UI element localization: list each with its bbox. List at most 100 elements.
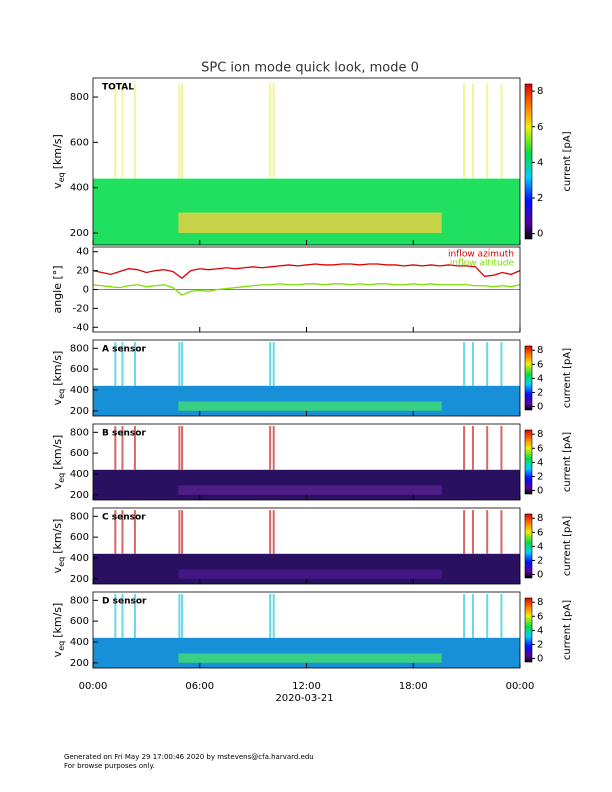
y-tick-label: 800 <box>70 427 89 438</box>
spectrogram <box>93 178 520 245</box>
spectrogram-spike <box>133 83 136 179</box>
y-tick-label: 600 <box>70 364 89 375</box>
y-axis-label-unit: [km/s] <box>51 134 64 169</box>
spectrogram-band <box>178 485 442 495</box>
spectrogram-spike <box>114 426 117 470</box>
colorbar-label: current [pA] <box>562 131 573 191</box>
x-tick-label: 12:00 <box>292 681 321 692</box>
colorbar-tick-label: 2 <box>537 471 543 482</box>
spectrogram-spike <box>272 594 275 638</box>
spectrogram-spike <box>463 594 466 638</box>
spectrogram-spike <box>269 83 272 179</box>
legend-entry: inflow altitude <box>450 259 515 269</box>
spectrogram-spike <box>121 83 124 179</box>
y-tick-label: -40 <box>73 322 89 333</box>
colorbar-label: current [pA] <box>562 432 573 492</box>
spectrogram-spike <box>486 594 489 638</box>
legend-entry: inflow azimuth <box>448 250 514 260</box>
spectrogram-spike <box>463 426 466 470</box>
colorbar-tick-label: 6 <box>537 122 543 133</box>
spectrogram-spike <box>133 342 136 386</box>
colorbar-tick-label: 2 <box>537 193 543 204</box>
spectrogram-band <box>178 401 442 411</box>
y-tick-label: 400 <box>70 637 89 648</box>
colorbar-tick-label: 0 <box>537 485 543 496</box>
y-tick-label: 0 <box>83 285 89 296</box>
spectrogram-spike <box>133 510 136 554</box>
colorbar-tick-label: 2 <box>537 639 543 650</box>
spectrogram-spike <box>178 83 181 179</box>
spectrogram-spike <box>181 426 184 470</box>
spectrogram-spike <box>471 594 474 638</box>
panel-label: TOTAL <box>102 83 134 93</box>
colorbar-tick-label: 8 <box>537 513 543 524</box>
y-axis-label-unit: [km/s] <box>51 519 64 554</box>
spectrogram-spike <box>486 83 489 179</box>
y-tick-label: 200 <box>70 658 89 669</box>
colorbar-tick-label: 0 <box>537 569 543 580</box>
panel: 0 2 4 6 8 current [pA] D sensor veq [km/s] 200 400… <box>51 591 573 692</box>
y-tick-label: 200 <box>70 406 89 417</box>
y-tick-label: 800 <box>70 511 89 522</box>
y-axis-label-sub: eq <box>57 172 66 182</box>
spectrogram-spike <box>471 83 474 179</box>
colorbar-tick-label: 4 <box>537 157 543 168</box>
colorbar-tick-label: 0 <box>537 229 543 240</box>
angle-line <box>92 283 521 296</box>
y-axis-label-unit: [km/s] <box>51 435 64 470</box>
colorbar <box>524 83 533 240</box>
colorbar-tick-label: 4 <box>537 373 543 384</box>
y-tick-label: 800 <box>70 343 89 354</box>
colorbar-tick-label: 6 <box>537 611 543 622</box>
panel: 0 2 4 6 8 current [pA] A sensor veq [km/s] 200 400… <box>51 339 573 417</box>
spectrogram-spike <box>272 83 275 179</box>
y-axis-label: veq [km/s] <box>51 134 66 189</box>
x-tick-label: 00:00 <box>79 681 108 692</box>
colorbar-tick-label: 0 <box>537 653 543 664</box>
colorbar <box>524 345 533 411</box>
footer-line: Generated on Fri May 29 17:00:46 2020 by… <box>64 753 314 761</box>
spectrogram-spike <box>181 594 184 638</box>
spectrogram-spike <box>114 83 117 179</box>
y-tick-label: 600 <box>70 137 89 148</box>
y-axis-label-part: v <box>51 566 64 573</box>
x-axis-label: 2020-03-21 <box>275 693 333 704</box>
colorbar-label: current [pA] <box>562 348 573 408</box>
colorbar-label: current [pA] <box>562 516 573 576</box>
spectrogram-spike <box>178 594 181 638</box>
spectrogram-spike <box>500 83 503 179</box>
y-axis-label-unit: [km/s] <box>51 603 64 638</box>
colorbar-tick-label: 0 <box>537 401 543 412</box>
spectrogram <box>93 637 520 668</box>
spectrogram-spike <box>471 426 474 470</box>
x-tick-label: 06:00 <box>185 681 214 692</box>
spectrogram-spike <box>486 342 489 386</box>
panel: 0 2 4 6 8 current [pA] C sensor veq [km/s] 200 400… <box>51 507 573 585</box>
spectrogram-spike <box>486 510 489 554</box>
spectrogram <box>93 385 520 416</box>
colorbar <box>524 429 533 495</box>
y-tick-label: 400 <box>70 183 89 194</box>
y-axis-label-part: v <box>51 182 64 189</box>
panel-label: C sensor <box>102 513 146 523</box>
panel: 0 2 4 6 8 current [pA] B sensor veq [km/s] 200 400… <box>51 423 573 501</box>
spectrogram-spike <box>471 510 474 554</box>
panel-label: B sensor <box>102 429 146 439</box>
y-axis-label: angle [°] <box>51 265 64 313</box>
y-axis-label-sub: eq <box>57 473 66 483</box>
y-axis-label-sub: eq <box>57 641 66 651</box>
spectrogram-spike <box>181 83 184 179</box>
footer-line: For browse purposes only. <box>64 762 155 770</box>
spectrogram-spike <box>463 510 466 554</box>
spectrogram-spike <box>181 342 184 386</box>
spectrogram-spike <box>121 594 124 638</box>
spectrogram-spike <box>114 342 117 386</box>
colorbar <box>524 597 533 663</box>
spectrogram-spike <box>133 426 136 470</box>
y-axis-label: veq [km/s] <box>51 351 66 406</box>
spectrogram-spike <box>114 594 117 638</box>
colorbar-tick-label: 8 <box>537 597 543 608</box>
spectrogram-spike <box>181 510 184 554</box>
